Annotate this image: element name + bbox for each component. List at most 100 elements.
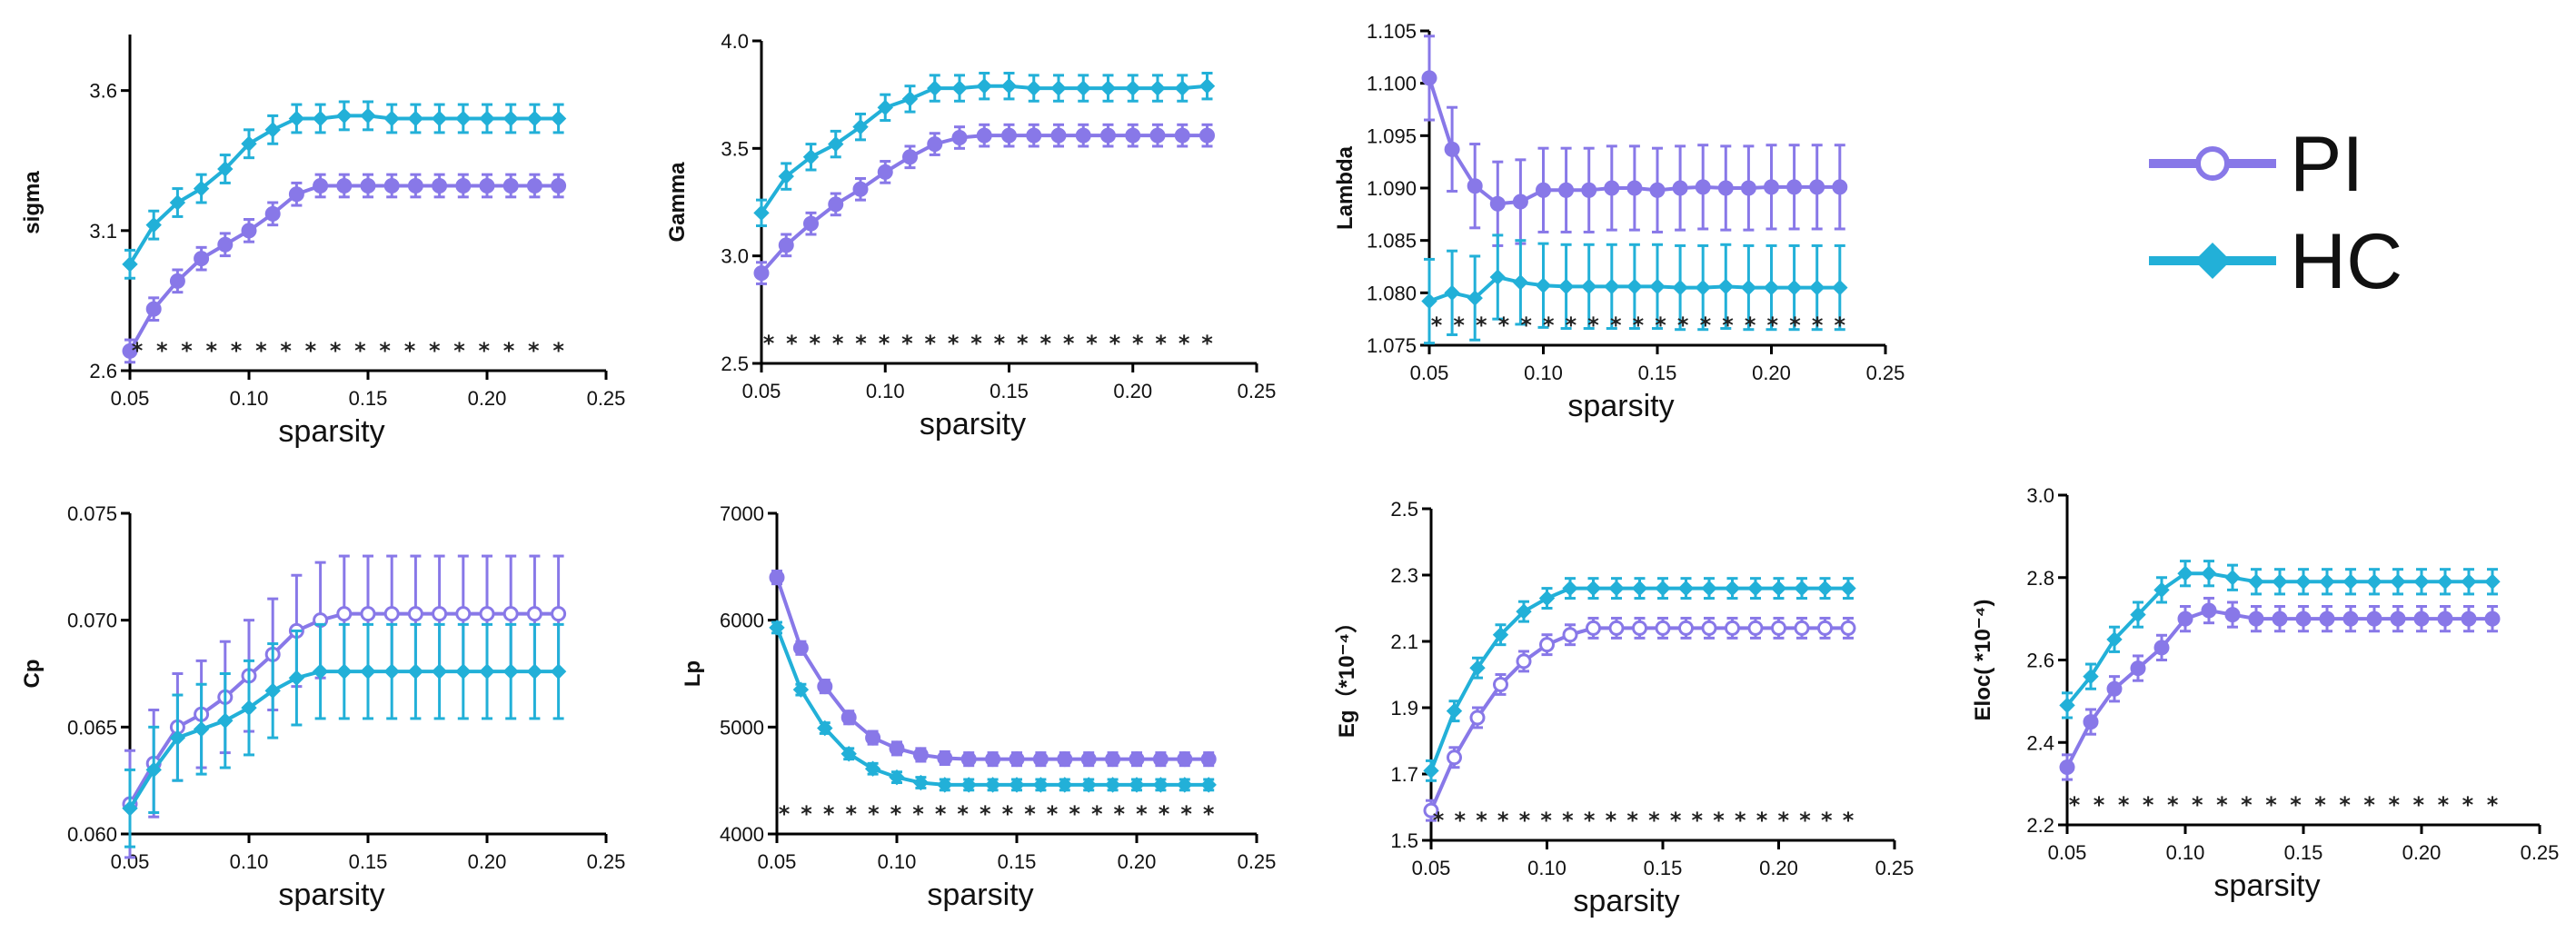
significance-star: * xyxy=(305,338,317,363)
data-point xyxy=(889,769,905,786)
series-pi xyxy=(753,123,1215,285)
data-point xyxy=(817,720,833,737)
y-tick-label: 2.3 xyxy=(1390,564,1418,587)
data-point xyxy=(1516,653,1532,670)
significance-star: * xyxy=(801,801,812,827)
significance-star: * xyxy=(1633,313,1645,338)
data-point xyxy=(455,178,472,194)
data-point xyxy=(1026,80,1042,96)
data-point xyxy=(479,606,495,622)
significance-star: * xyxy=(970,331,982,356)
data-point xyxy=(193,180,210,197)
x-tick-label: 0.10 xyxy=(230,850,269,873)
data-point xyxy=(864,760,881,777)
data-point xyxy=(1001,127,1017,144)
significance-star: * xyxy=(1562,808,1574,833)
x-tick-label: 0.05 xyxy=(2048,841,2087,864)
significance-star: * xyxy=(1433,808,1445,833)
significance-star: * xyxy=(948,331,960,356)
x-tick-label: 0.15 xyxy=(349,850,388,873)
significance-star: * xyxy=(810,331,821,356)
significance-star: * xyxy=(255,338,267,363)
legend: PI HC xyxy=(2149,121,2402,305)
y-tick-label: 1.090 xyxy=(1367,177,1417,200)
significance-star: * xyxy=(2167,792,2179,818)
data-point xyxy=(1608,580,1625,597)
data-point xyxy=(431,110,448,127)
x-tick-label: 0.20 xyxy=(468,387,507,410)
significance-star: * xyxy=(206,338,218,363)
series-hc xyxy=(753,72,1216,228)
y-tick-label: 4.0 xyxy=(721,30,749,53)
significance-star: * xyxy=(1069,801,1080,827)
data-point xyxy=(2106,631,2123,648)
data-point xyxy=(877,99,893,116)
significance-star: * xyxy=(503,338,515,363)
significance-star: * xyxy=(1745,313,1756,338)
data-point xyxy=(1808,279,1825,296)
data-point xyxy=(1580,278,1597,295)
series-line xyxy=(1429,586,1848,772)
significance-star: * xyxy=(1767,313,1779,338)
data-point xyxy=(1717,278,1735,295)
data-point xyxy=(1174,127,1190,144)
data-point xyxy=(1832,279,1848,296)
series-hc xyxy=(769,620,1217,793)
y-axis-label: sigma xyxy=(20,171,45,234)
data-point xyxy=(1717,180,1734,196)
data-point xyxy=(852,181,869,197)
significance-star: * xyxy=(2314,792,2326,818)
y-axis-label: Lp xyxy=(681,660,705,687)
data-point xyxy=(432,606,448,622)
data-point xyxy=(1678,620,1694,636)
data-point xyxy=(383,606,400,622)
significance-star: * xyxy=(1091,801,1103,827)
significance-star: * xyxy=(552,338,564,363)
significance-star: * xyxy=(957,801,969,827)
data-point xyxy=(1562,580,1578,597)
y-axis-label: Cp xyxy=(20,660,45,689)
y-tick-label: 1.095 xyxy=(1367,124,1417,147)
x-tick-label: 0.25 xyxy=(587,850,626,873)
data-point xyxy=(2177,565,2193,581)
data-point xyxy=(432,178,448,194)
data-point xyxy=(1604,278,1620,295)
data-point xyxy=(360,107,376,124)
data-point xyxy=(1057,751,1073,768)
x-tick-label: 0.10 xyxy=(878,850,917,873)
significance-star: * xyxy=(912,801,924,827)
data-point xyxy=(502,663,519,680)
data-point xyxy=(145,216,162,233)
data-point xyxy=(336,663,353,680)
data-point xyxy=(241,223,257,239)
y-tick-label: 0.075 xyxy=(67,502,117,525)
data-point xyxy=(2437,573,2453,590)
significance-star: * xyxy=(855,331,867,356)
data-point xyxy=(1467,290,1483,306)
data-point xyxy=(1740,180,1756,196)
data-point xyxy=(479,110,495,127)
series-hc xyxy=(122,100,567,280)
y-tick-label: 5000 xyxy=(720,716,764,739)
y-tick-label: 3.0 xyxy=(2026,484,2054,507)
data-point xyxy=(792,681,810,698)
data-point xyxy=(2342,610,2359,627)
significance-star: * xyxy=(2290,792,2302,818)
significance-star: * xyxy=(2339,792,2351,818)
legend-label: HC xyxy=(2290,218,2402,305)
data-point xyxy=(217,712,234,729)
data-point xyxy=(169,273,185,289)
data-point xyxy=(551,178,567,194)
data-point xyxy=(1489,195,1506,212)
data-point xyxy=(1026,127,1042,144)
data-point xyxy=(407,663,424,680)
significance-star: * xyxy=(528,338,540,363)
significance-star: * xyxy=(453,338,465,363)
x-tick-label: 0.20 xyxy=(1752,362,1791,384)
significance-star: * xyxy=(1203,801,1215,827)
y-tick-label: 2.4 xyxy=(2026,731,2054,754)
chart-panel-7: 0.05 0.10 0.15 0.20 0.25 2.2 2.4 2.6 2.8 3.0 spars… xyxy=(1971,484,2559,903)
significance-star: * xyxy=(2241,792,2253,818)
data-point xyxy=(937,777,953,793)
x-axis-label: sparsity xyxy=(1567,389,1674,423)
